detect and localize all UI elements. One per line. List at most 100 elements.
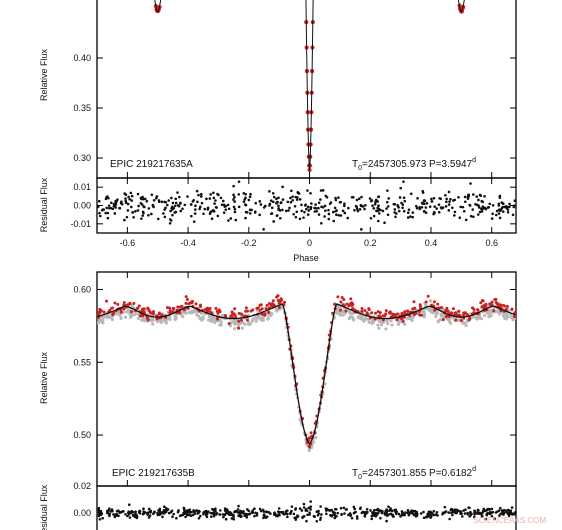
residual-point xyxy=(276,510,280,513)
data-point-alt xyxy=(505,313,509,317)
residual-point xyxy=(294,195,297,199)
residual-point xyxy=(205,197,208,201)
residual-point xyxy=(130,194,134,198)
residual-point xyxy=(497,204,501,207)
residual-point xyxy=(233,207,237,211)
data-point xyxy=(145,316,149,320)
residual-point xyxy=(267,511,271,514)
residual-point xyxy=(200,201,204,205)
data-point-alt xyxy=(101,321,105,325)
residual-point xyxy=(476,508,480,512)
x-tick-label: -0.6 xyxy=(120,238,136,248)
data-point xyxy=(122,301,126,305)
residual-point xyxy=(290,505,294,508)
residual-point xyxy=(314,207,318,210)
x-tick-label: -0.2 xyxy=(241,238,257,248)
residual-point xyxy=(206,208,210,211)
data-point-alt xyxy=(200,318,204,322)
data-point xyxy=(276,294,280,298)
residual-point xyxy=(386,213,390,217)
data-point xyxy=(126,303,130,307)
residual-point xyxy=(376,209,379,213)
residual-point xyxy=(393,202,397,206)
residual-point xyxy=(305,519,308,523)
residual-point xyxy=(134,209,137,213)
residual-point xyxy=(350,516,354,520)
data-point xyxy=(267,310,271,314)
residual-point xyxy=(198,510,201,513)
residual-point xyxy=(284,511,288,515)
watermark: SCIENCEAAS.COM xyxy=(474,516,547,525)
residual-point xyxy=(357,197,361,201)
data-point xyxy=(190,301,194,305)
x-tick-label: -0.4 xyxy=(180,238,196,248)
residual-point xyxy=(318,518,322,522)
residual-point xyxy=(106,211,110,215)
residual-point xyxy=(113,515,117,519)
data-point-alt xyxy=(323,382,327,386)
residual-point xyxy=(227,219,230,222)
residual-point xyxy=(202,212,205,216)
residual-point xyxy=(321,206,325,209)
residual-point xyxy=(441,512,444,516)
residual-point xyxy=(244,216,247,220)
data-point-alt xyxy=(110,317,114,322)
residual-point xyxy=(459,510,463,513)
residual-point xyxy=(403,199,407,203)
residual-point xyxy=(222,211,226,214)
residual-point xyxy=(254,201,258,205)
residual-point xyxy=(112,202,116,206)
data-point-alt xyxy=(97,321,100,325)
residual-point xyxy=(99,214,102,218)
panel-b-res-y-tick-label: 0.00 xyxy=(73,508,91,518)
residual-point xyxy=(127,195,130,199)
panel-b-annotation-left: EPIC 219217635B xyxy=(112,468,195,479)
data-point xyxy=(497,303,501,307)
data-point xyxy=(264,307,268,311)
residual-point xyxy=(233,200,236,203)
residual-point xyxy=(128,516,132,519)
panel-b-residual-frame xyxy=(96,485,517,530)
residual-point xyxy=(277,196,280,200)
residual-point xyxy=(383,221,386,224)
residual-point xyxy=(277,204,280,208)
residual-point xyxy=(383,511,386,515)
residual-point xyxy=(230,517,234,520)
residual-point xyxy=(221,513,225,516)
data-point-alt xyxy=(237,322,241,326)
residual-point xyxy=(124,197,127,200)
residual-point xyxy=(317,213,321,216)
residual-point xyxy=(406,211,410,215)
residual-point xyxy=(480,210,484,213)
residual-point xyxy=(97,508,101,512)
data-point xyxy=(130,310,134,314)
residual-point xyxy=(237,205,241,209)
residual-point xyxy=(258,200,262,203)
residual-point xyxy=(406,511,410,515)
residual-point xyxy=(276,200,279,204)
residual-point xyxy=(327,212,331,216)
data-point xyxy=(242,314,246,318)
residual-point xyxy=(360,228,363,231)
residual-point xyxy=(173,204,177,208)
residual-point xyxy=(506,205,510,209)
data-point-alt xyxy=(376,323,380,327)
panel-a-ylabel: Relative Flux xyxy=(39,48,49,101)
residual-point xyxy=(226,509,229,513)
residual-point xyxy=(233,195,236,199)
data-point xyxy=(467,318,471,322)
residual-point xyxy=(407,208,411,211)
residual-point xyxy=(249,212,252,215)
data-point-alt xyxy=(472,314,477,318)
residual-point xyxy=(415,206,419,210)
residual-point xyxy=(244,192,248,196)
residual-point xyxy=(147,207,151,210)
data-point xyxy=(142,307,146,311)
data-point-alt xyxy=(257,316,261,320)
data-point-alt xyxy=(230,320,235,324)
residual-point xyxy=(469,214,473,218)
data-point xyxy=(344,309,348,313)
residual-point xyxy=(229,513,232,516)
residual-point xyxy=(374,514,378,518)
residual-point xyxy=(174,197,178,201)
